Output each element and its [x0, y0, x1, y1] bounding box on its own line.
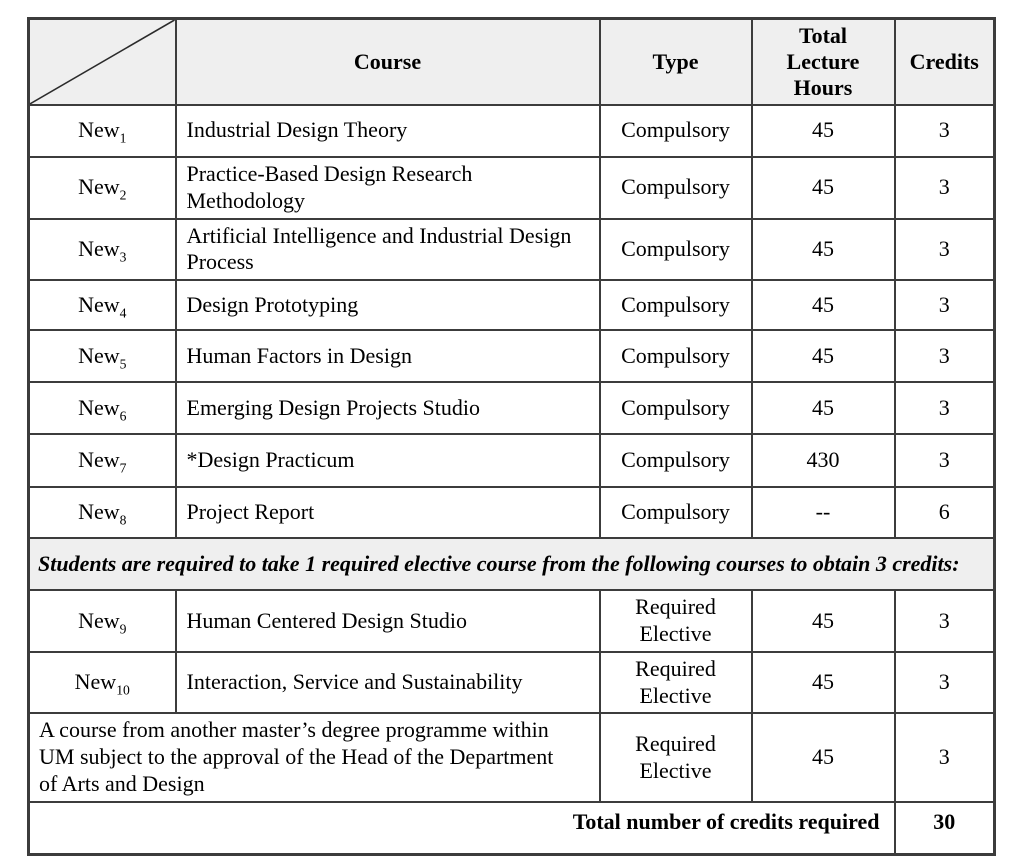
course-row: New10 Interaction, Service and Sustainab…: [27, 650, 996, 715]
elective-note-row: Students are required to take 1 required…: [27, 537, 996, 592]
course-type: Compulsory: [598, 217, 753, 282]
course-code-subscript: 8: [119, 512, 127, 528]
course-credits: 3: [893, 650, 996, 715]
course-code-base: New: [74, 669, 117, 695]
external-course-row: A course from another master’s degree pr…: [27, 712, 996, 803]
course-code: New1: [27, 103, 177, 158]
elective-note-text: Students are required to take 1 required…: [27, 537, 996, 592]
course-type: Compulsory: [598, 433, 753, 489]
diagonal-line: [30, 20, 175, 104]
course-code-subscript: 5: [119, 356, 127, 372]
header-row: Course Type Total Lecture Hours Credits: [27, 17, 996, 106]
course-code-base: New: [78, 447, 120, 473]
course-row: New3 Artificial Intelligence and Industr…: [27, 217, 996, 282]
course-code-subscript: 1: [119, 130, 127, 146]
course-code-base: New: [78, 394, 120, 420]
course-code-subscript: 7: [119, 460, 127, 476]
course-code-base: New: [78, 117, 120, 143]
course-hours: 45: [750, 155, 896, 220]
course-credits: 3: [893, 433, 996, 489]
course-name: Human Factors in Design: [174, 329, 601, 384]
course-code: New8: [27, 486, 177, 540]
total-credits-value: 30: [893, 800, 996, 856]
course-type: Required Elective: [598, 712, 753, 803]
course-name: Industrial Design Theory: [174, 103, 601, 158]
course-code: New2: [27, 155, 177, 220]
header-total-lecture-hours: Total Lecture Hours: [750, 17, 896, 106]
course-code: New3: [27, 217, 177, 282]
course-name: Emerging Design Projects Studio: [174, 381, 601, 436]
course-code-subscript: 10: [116, 682, 130, 698]
course-hours: 45: [750, 217, 896, 282]
course-type: Compulsory: [598, 329, 753, 384]
course-type: Compulsory: [598, 486, 753, 540]
course-hours: 45: [750, 589, 896, 653]
course-row: New8 Project Report Compulsory -- 6: [27, 486, 996, 540]
course-hours: 45: [750, 712, 896, 803]
course-code: New6: [27, 381, 177, 436]
course-name: Artificial Intelligence and Industrial D…: [174, 217, 601, 282]
course-code-base: New: [78, 342, 120, 368]
course-hours: 45: [750, 329, 896, 384]
course-hours: 45: [750, 279, 896, 332]
course-credits: 3: [893, 712, 996, 803]
course-code: New10: [27, 650, 177, 715]
diagonal-header-cell: [27, 17, 177, 106]
course-row: New9 Human Centered Design Studio Requir…: [27, 589, 996, 653]
course-name: Practice-Based Design Research Methodolo…: [174, 155, 601, 220]
course-row: New5 Human Factors in Design Compulsory …: [27, 329, 996, 384]
total-credits-label: Total number of credits required: [27, 800, 896, 856]
course-row: New4 Design Prototyping Compulsory 45 3: [27, 279, 996, 332]
course-code-base: New: [78, 174, 120, 200]
course-hours: 45: [750, 381, 896, 436]
course-code: New7: [27, 433, 177, 489]
course-row: New2 Practice-Based Design Research Meth…: [27, 155, 996, 220]
course-code-subscript: 2: [119, 187, 127, 203]
course-hours: 430: [750, 433, 896, 489]
course-credits: 6: [893, 486, 996, 540]
course-code: New4: [27, 279, 177, 332]
external-course-description: A course from another master’s degree pr…: [27, 712, 601, 803]
course-credits: 3: [893, 589, 996, 653]
course-type: Required Elective: [598, 589, 753, 653]
course-credits: 3: [893, 217, 996, 282]
course-hours: 45: [750, 650, 896, 715]
course-row: New6 Emerging Design Projects Studio Com…: [27, 381, 996, 436]
course-type: Compulsory: [598, 155, 753, 220]
total-row: Total number of credits required 30: [27, 800, 996, 856]
course-code-subscript: 6: [119, 408, 127, 424]
course-code-subscript: 9: [119, 620, 127, 636]
course-type: Compulsory: [598, 279, 753, 332]
course-code-base: New: [78, 291, 120, 317]
header-course: Course: [174, 17, 601, 106]
course-code-subscript: 4: [119, 305, 127, 321]
course-code-subscript: 3: [119, 249, 127, 265]
course-code-base: New: [78, 235, 120, 261]
course-row: New1 Industrial Design Theory Compulsory…: [27, 103, 996, 158]
course-type: Compulsory: [598, 103, 753, 158]
course-row: New7 *Design Practicum Compulsory 430 3: [27, 433, 996, 489]
course-credits: 3: [893, 279, 996, 332]
course-hours: 45: [750, 103, 896, 158]
course-name: Design Prototyping: [174, 279, 601, 332]
course-code-base: New: [78, 607, 120, 633]
course-type: Compulsory: [598, 381, 753, 436]
course-hours: --: [750, 486, 896, 540]
course-name: *Design Practicum: [174, 433, 601, 489]
course-name: Interaction, Service and Sustainability: [174, 650, 601, 715]
course-table: Course Type Total Lecture Hours Credits …: [27, 17, 996, 856]
course-type: Required Elective: [598, 650, 753, 715]
course-credits: 3: [893, 329, 996, 384]
course-name: Human Centered Design Studio: [174, 589, 601, 653]
header-type: Type: [598, 17, 753, 106]
header-credits: Credits: [893, 17, 996, 106]
course-name: Project Report: [174, 486, 601, 540]
course-code-base: New: [78, 499, 120, 525]
course-credits: 3: [893, 381, 996, 436]
course-code: New9: [27, 589, 177, 653]
course-code: New5: [27, 329, 177, 384]
course-credits: 3: [893, 155, 996, 220]
course-credits: 3: [893, 103, 996, 158]
